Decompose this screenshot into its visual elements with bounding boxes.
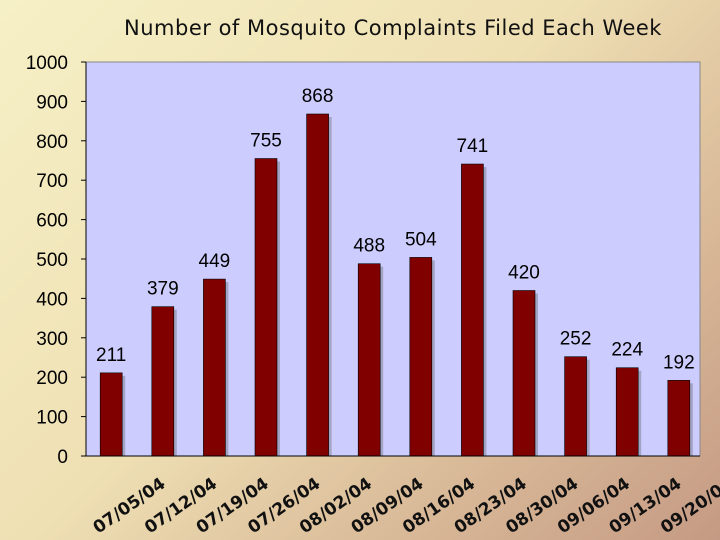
y-tick-label: 500 (36, 250, 68, 271)
y-tick-label: 100 (36, 408, 68, 429)
bar-08/23/04 (461, 163, 484, 457)
data-label: 252 (560, 329, 592, 350)
bar-08/02/04 (306, 113, 329, 457)
bar-07/12/04 (151, 306, 175, 457)
data-label: 211 (96, 345, 126, 366)
data-label: 449 (199, 251, 231, 272)
y-tick-label: 200 (36, 368, 68, 389)
plot-area (85, 61, 701, 457)
bar-08/30/04 (512, 290, 536, 457)
chart-title: Number of Mosquito Complaints Filed Each… (124, 16, 662, 40)
data-label: 741 (457, 136, 489, 157)
y-tick-label: 0 (57, 447, 68, 468)
bar-09/13/04 (615, 367, 639, 457)
bar-07/19/04 (203, 278, 226, 457)
bar-08/16/04 (409, 257, 433, 457)
bar-07/26/04 (254, 158, 278, 457)
y-tick-label: 900 (36, 92, 68, 113)
y-tick-label: 1000 (26, 53, 68, 74)
bar-07/05/04 (99, 372, 123, 457)
bar-09/20/04 (667, 380, 691, 457)
y-tick-label: 300 (36, 329, 68, 350)
data-label: 420 (508, 263, 540, 284)
data-label: 488 (353, 236, 385, 257)
data-label: 192 (663, 352, 695, 373)
y-tick-label: 800 (36, 132, 68, 153)
data-label: 755 (250, 131, 282, 152)
y-tick-label: 400 (36, 289, 68, 310)
y-tick-label: 700 (36, 171, 68, 192)
bar-08/09/04 (357, 263, 381, 457)
y-tick-label: 600 (36, 211, 68, 232)
data-label: 868 (302, 86, 334, 107)
data-label: 224 (611, 340, 643, 361)
bar-09/06/04 (564, 356, 587, 457)
data-label: 379 (147, 279, 179, 300)
data-label: 504 (405, 229, 437, 250)
